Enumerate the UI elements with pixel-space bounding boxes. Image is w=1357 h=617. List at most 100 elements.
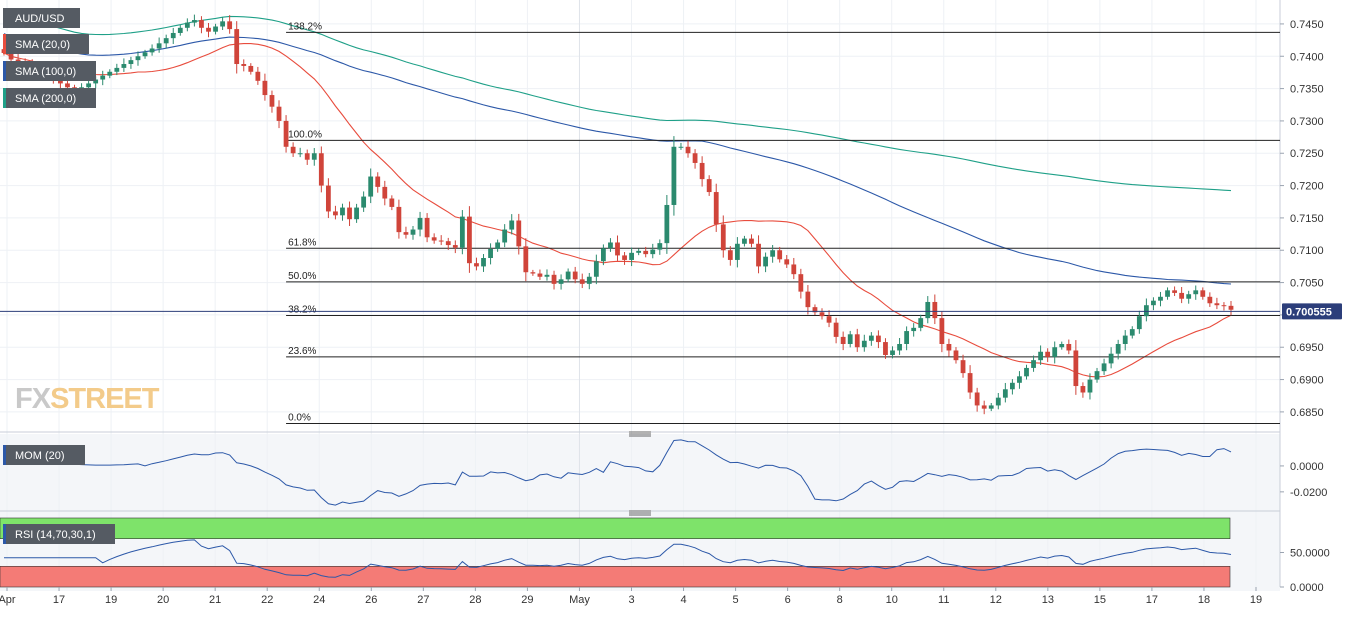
last-price-badge [1282,303,1342,320]
candle-body [213,26,218,32]
candle-body [1172,290,1177,293]
candle-body [452,245,458,248]
candle-body [438,240,444,242]
sma-200-legend-bg[interactable] [3,88,96,108]
watermark-fx: FX [15,383,52,415]
candle-body [481,258,486,267]
candle-body [107,71,113,76]
rsi-line [4,539,1232,578]
candle-body [749,238,754,244]
candle-body [121,64,127,68]
candle-body [678,146,684,148]
candle-body [255,71,261,81]
fxstreet-watermark: FXSTREET [15,383,161,415]
indicator-legends[interactable]: AUD/USD SMA (20,0) SMA (100,0) SMA (200,0) M… [3,8,115,544]
candle-body [995,397,1001,406]
candle-body [445,241,451,246]
time-tick-label: 21 [209,594,221,606]
candle-body [163,38,169,44]
sma-100-legend-bg[interactable] [3,61,96,81]
candle-body [967,373,973,393]
candle-body [946,344,952,351]
candle-body [135,56,141,61]
candle-body [375,176,381,187]
candle-body [1087,379,1093,393]
candle-body [629,252,635,260]
sma-lines [3,12,1232,378]
candle-body [347,207,352,220]
candle-body [396,206,402,233]
candle-body [1059,344,1065,348]
candle-body [1214,303,1220,306]
candle-body [156,43,162,49]
time-tick-label: 17 [53,594,65,606]
candle-body [953,350,959,361]
mom-legend-bg[interactable] [3,445,85,465]
candle-body [706,179,712,193]
price-tick-label: 0.6900 [1290,375,1324,387]
sma-200-legend-label: SMA (200,0) [15,93,76,105]
candle-body [382,186,388,199]
price-tick-label: 0.7200 [1290,181,1324,193]
candle-body [1115,344,1121,354]
candle-body [8,53,14,60]
candle-body [502,229,508,243]
candle-body [918,318,924,328]
candle-body [509,220,515,230]
momentum-panel: 0.0000 -0.0200 [3,439,1327,506]
candle-body [854,334,860,348]
candle-body [361,196,367,208]
price-tick-label: 0.7350 [1290,84,1324,96]
symbol-legend-bg[interactable] [3,8,80,28]
candle-body [86,83,92,88]
rsi-legend-label: RSI (14,70,30,1) [15,529,96,541]
rsi-legend-bg[interactable] [3,524,115,544]
candle-body [579,279,585,284]
candle-body [1158,296,1163,301]
candle-body [586,276,592,284]
sma-100-legend-color-swatch [3,61,6,81]
price-tick-label: 0.7250 [1290,148,1324,160]
symbol-label: AUD/USD [15,13,65,25]
candle-body [925,301,931,319]
candle-body [410,229,416,235]
fib-label: 50.0% [288,271,316,282]
time-tick-label: 18 [1198,594,1210,606]
candle-body [883,342,888,355]
candle-body [1151,300,1156,306]
candle-body [1017,376,1022,383]
candle-body [615,242,620,256]
candle-body [311,153,317,160]
time-tick-label: 5 [733,594,739,606]
candle-body [459,216,465,248]
candle-body [1094,371,1100,380]
candle-body [495,242,501,249]
candle-body [523,246,529,273]
candle-body [474,263,479,267]
time-tick-label: 26 [365,594,377,606]
time-tick-label: 20 [157,594,169,606]
panel-dividers[interactable] [0,431,1280,516]
price-tick-label: 0.7150 [1290,213,1324,225]
candle-body [756,243,761,267]
candle-body [467,216,472,264]
candle-body [699,162,705,180]
candles [1,14,1234,415]
time-tick-label: 3 [628,594,634,606]
price-tick-label: 0.7400 [1290,51,1324,63]
candle-body [763,256,768,267]
candle-body [340,207,345,216]
candle-body [1193,290,1199,295]
sma-20-legend-bg[interactable] [3,34,89,54]
time-tick-label: 27 [417,594,429,606]
sma-200-line [3,12,1232,192]
candle-body [325,185,331,212]
price-tick-label: 0.7450 [1290,19,1324,31]
sma-20-legend-color-swatch [3,34,6,54]
time-tick-label: 11 [938,594,949,606]
time-tick-label: 29 [521,594,533,606]
candle-body [262,80,268,96]
candle-body [1122,335,1128,344]
fib-label: 0.0% [288,413,311,424]
